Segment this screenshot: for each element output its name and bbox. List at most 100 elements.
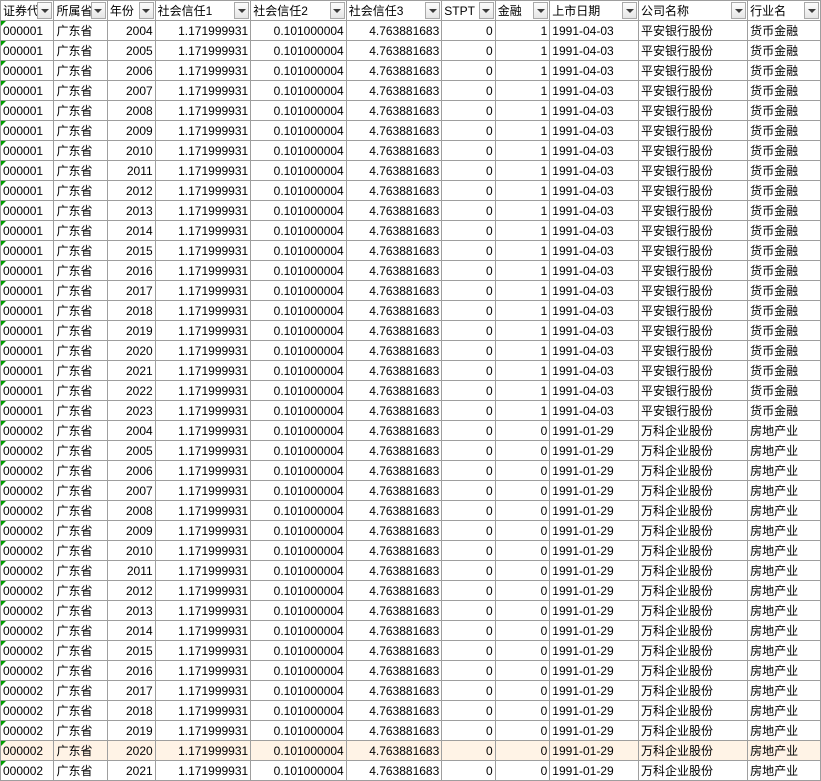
table-cell[interactable]: 房地产业 xyxy=(748,561,821,581)
table-cell[interactable]: 货币金融 xyxy=(748,321,821,341)
table-cell[interactable]: 000001 xyxy=(1,401,54,421)
table-cell[interactable]: 1.171999931 xyxy=(155,61,251,81)
table-row[interactable]: 000002广东省20151.1719999310.1010000044.763… xyxy=(1,641,821,661)
table-cell[interactable]: 0 xyxy=(442,161,495,181)
filter-dropdown-icon[interactable] xyxy=(731,2,746,19)
table-cell[interactable]: 0 xyxy=(495,681,550,701)
table-cell[interactable]: 1.171999931 xyxy=(155,661,251,681)
table-cell[interactable]: 货币金融 xyxy=(748,401,821,421)
table-cell[interactable]: 1.171999931 xyxy=(155,281,251,301)
table-row[interactable]: 000002广东省20201.1719999310.1010000044.763… xyxy=(1,741,821,761)
table-cell[interactable]: 0.101000004 xyxy=(251,581,347,601)
table-cell[interactable]: 000001 xyxy=(1,381,54,401)
filter-dropdown-icon[interactable] xyxy=(425,2,440,19)
table-cell[interactable]: 1991-01-29 xyxy=(550,461,639,481)
column-header[interactable]: 年份 xyxy=(107,1,155,21)
table-cell[interactable]: 1991-04-03 xyxy=(550,201,639,221)
table-cell[interactable]: 万科企业股份 xyxy=(639,601,748,621)
table-cell[interactable]: 1991-01-29 xyxy=(550,501,639,521)
table-cell[interactable]: 货币金融 xyxy=(748,41,821,61)
table-cell[interactable]: 000001 xyxy=(1,281,54,301)
table-cell[interactable]: 4.763881683 xyxy=(346,681,442,701)
table-cell[interactable]: 房地产业 xyxy=(748,461,821,481)
table-cell[interactable]: 万科企业股份 xyxy=(639,681,748,701)
filter-dropdown-icon[interactable] xyxy=(234,2,249,19)
table-cell[interactable]: 广东省 xyxy=(54,201,107,221)
table-cell[interactable]: 广东省 xyxy=(54,681,107,701)
table-cell[interactable]: 1.171999931 xyxy=(155,581,251,601)
table-cell[interactable]: 万科企业股份 xyxy=(639,441,748,461)
table-cell[interactable]: 000001 xyxy=(1,41,54,61)
table-cell[interactable]: 2004 xyxy=(107,421,155,441)
table-cell[interactable]: 1.171999931 xyxy=(155,501,251,521)
table-cell[interactable]: 广东省 xyxy=(54,541,107,561)
table-cell[interactable]: 0 xyxy=(495,561,550,581)
table-cell[interactable]: 0.101000004 xyxy=(251,621,347,641)
table-cell[interactable]: 广东省 xyxy=(54,441,107,461)
table-cell[interactable]: 1.171999931 xyxy=(155,421,251,441)
table-cell[interactable]: 1991-01-29 xyxy=(550,581,639,601)
table-cell[interactable]: 0.101000004 xyxy=(251,681,347,701)
table-cell[interactable]: 0 xyxy=(442,281,495,301)
table-cell[interactable]: 广东省 xyxy=(54,21,107,41)
table-cell[interactable]: 广东省 xyxy=(54,661,107,681)
filter-dropdown-icon[interactable] xyxy=(479,2,494,19)
table-cell[interactable]: 1991-01-29 xyxy=(550,721,639,741)
table-cell[interactable]: 0 xyxy=(442,541,495,561)
table-cell[interactable]: 2005 xyxy=(107,41,155,61)
table-cell[interactable]: 房地产业 xyxy=(748,581,821,601)
table-cell[interactable]: 000002 xyxy=(1,521,54,541)
table-cell[interactable]: 0.101000004 xyxy=(251,701,347,721)
table-cell[interactable]: 1991-04-03 xyxy=(550,121,639,141)
table-cell[interactable]: 2018 xyxy=(107,701,155,721)
column-header[interactable]: 证券代 xyxy=(1,1,54,21)
table-cell[interactable]: 1991-01-29 xyxy=(550,601,639,621)
table-row[interactable]: 000001广东省20141.1719999310.1010000044.763… xyxy=(1,221,821,241)
table-cell[interactable]: 0.101000004 xyxy=(251,181,347,201)
table-cell[interactable]: 0 xyxy=(442,701,495,721)
table-cell[interactable]: 0 xyxy=(442,181,495,201)
table-cell[interactable]: 1.171999931 xyxy=(155,21,251,41)
table-cell[interactable]: 房地产业 xyxy=(748,761,821,781)
table-cell[interactable]: 1991-04-03 xyxy=(550,401,639,421)
table-cell[interactable]: 0 xyxy=(442,81,495,101)
table-cell[interactable]: 2014 xyxy=(107,221,155,241)
table-cell[interactable]: 广东省 xyxy=(54,481,107,501)
table-cell[interactable]: 0.101000004 xyxy=(251,541,347,561)
filter-dropdown-icon[interactable] xyxy=(37,2,52,19)
table-cell[interactable]: 广东省 xyxy=(54,41,107,61)
table-cell[interactable]: 广东省 xyxy=(54,341,107,361)
table-cell[interactable]: 1991-04-03 xyxy=(550,141,639,161)
table-cell[interactable]: 0.101000004 xyxy=(251,441,347,461)
table-cell[interactable]: 货币金融 xyxy=(748,61,821,81)
table-cell[interactable]: 1.171999931 xyxy=(155,681,251,701)
table-cell[interactable]: 000002 xyxy=(1,641,54,661)
column-header[interactable]: 社会信任1 xyxy=(155,1,251,21)
table-cell[interactable]: 4.763881683 xyxy=(346,421,442,441)
table-cell[interactable]: 0 xyxy=(442,621,495,641)
table-cell[interactable]: 0.101000004 xyxy=(251,121,347,141)
table-row[interactable]: 000001广东省20221.1719999310.1010000044.763… xyxy=(1,381,821,401)
table-cell[interactable]: 平安银行股份 xyxy=(639,101,748,121)
table-cell[interactable]: 万科企业股份 xyxy=(639,741,748,761)
table-row[interactable]: 000002广东省20091.1719999310.1010000044.763… xyxy=(1,521,821,541)
table-row[interactable]: 000001广东省20061.1719999310.1010000044.763… xyxy=(1,61,821,81)
table-cell[interactable]: 0 xyxy=(442,581,495,601)
table-cell[interactable]: 4.763881683 xyxy=(346,161,442,181)
table-cell[interactable]: 广东省 xyxy=(54,261,107,281)
table-row[interactable]: 000002广东省20051.1719999310.1010000044.763… xyxy=(1,441,821,461)
table-cell[interactable]: 4.763881683 xyxy=(346,741,442,761)
table-cell[interactable]: 4.763881683 xyxy=(346,501,442,521)
table-cell[interactable]: 1.171999931 xyxy=(155,221,251,241)
table-cell[interactable]: 广东省 xyxy=(54,701,107,721)
table-cell[interactable]: 4.763881683 xyxy=(346,361,442,381)
table-cell[interactable]: 1.171999931 xyxy=(155,441,251,461)
table-cell[interactable]: 房地产业 xyxy=(748,501,821,521)
table-cell[interactable]: 广东省 xyxy=(54,61,107,81)
table-cell[interactable]: 0 xyxy=(495,521,550,541)
table-cell[interactable]: 1991-04-03 xyxy=(550,241,639,261)
table-cell[interactable]: 2023 xyxy=(107,401,155,421)
table-cell[interactable]: 4.763881683 xyxy=(346,641,442,661)
table-cell[interactable]: 房地产业 xyxy=(748,421,821,441)
table-cell[interactable]: 0 xyxy=(442,561,495,581)
